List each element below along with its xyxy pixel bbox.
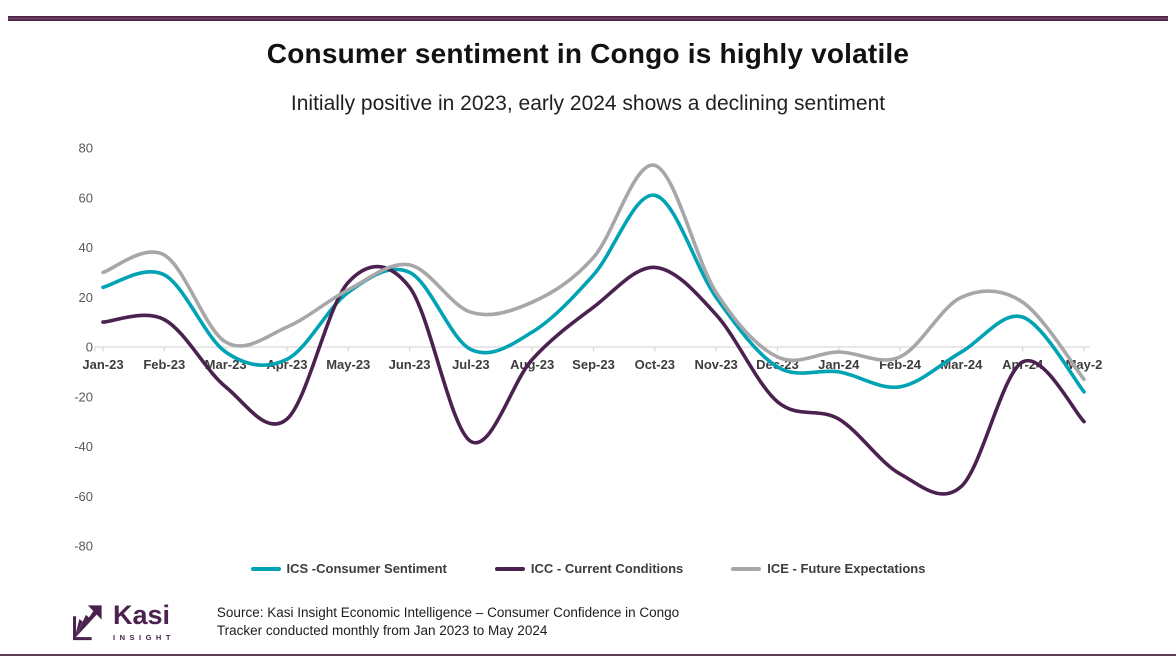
top-accent-bar — [8, 16, 1168, 21]
x-axis-label: Jan-24 — [818, 357, 860, 372]
kasi-logo: Kasi INSIGHT — [66, 602, 175, 642]
x-axis-label: Feb-23 — [143, 357, 185, 372]
y-axis-label: -20 — [74, 389, 93, 404]
x-axis-label: Aug-23 — [510, 357, 554, 372]
chart-legend: ICS -Consumer Sentiment ICC - Current Con… — [0, 561, 1176, 576]
x-axis-label: Jun-23 — [389, 357, 431, 372]
legend-item: ICE - Future Expectations — [731, 561, 925, 576]
y-axis-label: -80 — [74, 539, 93, 554]
y-axis-label: 20 — [79, 290, 93, 305]
legend-label: ICE - Future Expectations — [767, 561, 926, 576]
x-axis-label: Mar-23 — [205, 357, 247, 372]
logo-subtext: INSIGHT — [113, 633, 175, 642]
x-axis-label: May-23 — [326, 357, 370, 372]
x-axis-label: Jul-23 — [452, 357, 490, 372]
y-axis-label: -40 — [74, 439, 93, 454]
page-title: Consumer sentiment in Congo is highly vo… — [266, 38, 910, 69]
series-line-ics — [101, 193, 1086, 394]
legend-swatch — [494, 566, 525, 571]
legend-item: ICS -Consumer Sentiment — [250, 561, 447, 576]
series-line-icc — [101, 264, 1086, 496]
kasi-logo-arrow-icon — [73, 605, 102, 641]
source-line-2: Tracker conducted monthly from Jan 2023 … — [216, 623, 548, 638]
x-axis-label: Jan-23 — [82, 357, 123, 372]
legend-label: ICC - Current Conditions — [530, 561, 684, 576]
x-axis-label: Apr-23 — [266, 357, 307, 372]
y-axis-label: 0 — [86, 340, 93, 355]
source-text: Source: Kasi Insight Economic Intelligen… — [217, 604, 679, 639]
y-axis-label: 60 — [79, 190, 93, 205]
page-subtitle: Initially positive in 2023, early 2024 s… — [290, 92, 886, 115]
y-axis-label: 40 — [79, 240, 93, 255]
x-axis-label: Oct-23 — [635, 357, 675, 372]
logo-text: Kasi INSIGHT — [113, 600, 175, 643]
footer: Kasi INSIGHT Source: Kasi Insight Econom… — [66, 602, 1146, 642]
y-axis-label: -60 — [74, 489, 93, 504]
legend-swatch — [731, 566, 762, 571]
series-line-ice — [101, 163, 1086, 382]
logo-wordmark: Kasi — [113, 600, 171, 630]
x-axis-label: Sep-23 — [572, 357, 615, 372]
legend-label: ICS -Consumer Sentiment — [286, 561, 447, 576]
x-axis-label: Nov-23 — [694, 357, 737, 372]
y-axis-label: 80 — [79, 141, 93, 156]
x-axis-label: Mar-24 — [940, 357, 983, 372]
legend-swatch — [250, 566, 281, 571]
bottom-border — [0, 654, 1176, 656]
legend-item: ICC - Current Conditions — [494, 561, 684, 576]
source-line-1: Source: Kasi Insight Economic Intelligen… — [216, 605, 680, 621]
